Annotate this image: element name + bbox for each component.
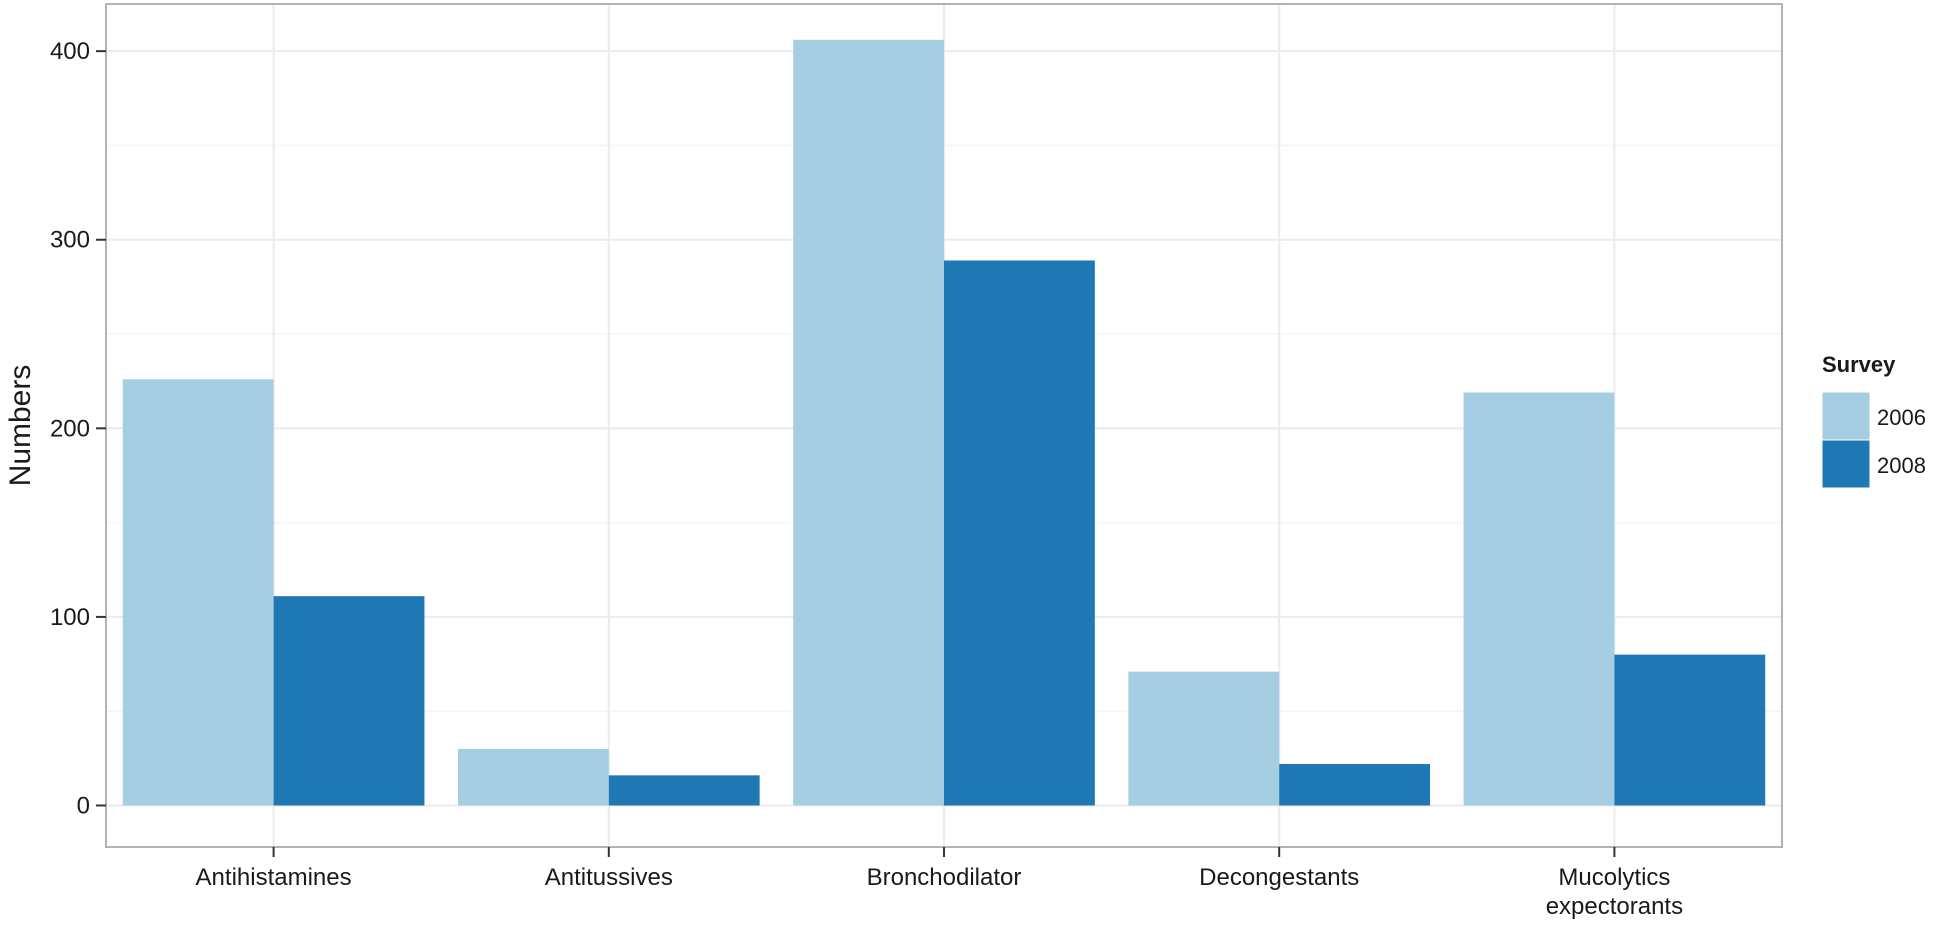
bar-2006 (1128, 671, 1280, 806)
bar-2008 (1279, 764, 1431, 806)
legend-label: 2008 (1877, 453, 1926, 478)
x-tick-label: Bronchodilator (867, 864, 1022, 891)
y-tick-label: 400 (50, 38, 90, 65)
legend: Survey 2006 2008 (1821, 352, 1926, 489)
bar-2008 (1614, 654, 1766, 806)
x-tick-label: Mucolytics expectorants (1546, 864, 1683, 920)
bar-2006 (793, 39, 944, 806)
legend-key-2008 (1821, 439, 1871, 489)
y-axis: 0 100 200 300 400 (50, 38, 106, 820)
x-tick-label: Decongestants (1199, 864, 1359, 891)
legend-key-2006 (1821, 391, 1871, 441)
legend-title: Survey (1822, 352, 1896, 377)
y-tick-label: 200 (50, 415, 90, 442)
legend-label: 2006 (1877, 405, 1926, 430)
y-tick-label: 100 (50, 604, 90, 631)
y-tick-label: 300 (50, 227, 90, 254)
y-axis-title: Numbers (4, 365, 37, 487)
bar-2006 (457, 748, 609, 806)
x-tick-label: Antihistamines (196, 864, 352, 891)
bar-2008 (944, 260, 1095, 806)
bar-2008 (273, 596, 425, 806)
y-tick-label: 0 (77, 793, 90, 820)
bar-2008 (608, 775, 760, 806)
bar-2006 (122, 379, 274, 806)
x-tick-label: Antitussives (545, 864, 673, 891)
x-axis: Antihistamines Antitussives Bronchodilator… (196, 847, 1683, 920)
bars-group (122, 39, 1766, 806)
bar-2006 (1463, 392, 1615, 806)
